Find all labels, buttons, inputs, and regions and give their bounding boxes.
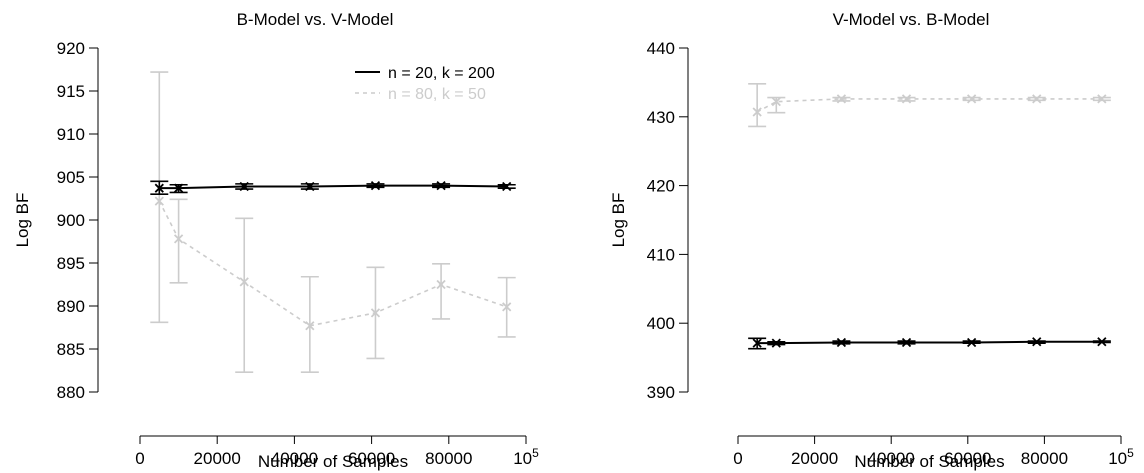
y-tick-label: 885: [57, 340, 85, 359]
data-point-marker: [836, 337, 847, 348]
y-tick-label: 910: [57, 125, 85, 144]
y-tick-label: 880: [57, 383, 85, 402]
x-tick-label: 20000: [194, 449, 241, 468]
data-point-marker: [966, 94, 977, 104]
data-point-marker: [1097, 337, 1107, 347]
y-tick-label: 890: [57, 297, 85, 316]
data-point-marker: [154, 196, 164, 206]
x-tick-label: 40000: [868, 449, 915, 468]
data-point-marker: [173, 183, 184, 193]
y-axis-title: Log BF: [13, 193, 32, 248]
x-tick-label: 60000: [944, 449, 991, 468]
data-point-marker: [239, 277, 249, 287]
y-axis-title: Log BF: [609, 193, 628, 248]
x-tick-label: 20000: [791, 449, 838, 468]
series-line: [158, 200, 507, 327]
data-point-marker: [239, 181, 249, 192]
data-point-marker: [436, 279, 446, 290]
x-tick-label: 0: [135, 449, 144, 468]
y-tick-label: 440: [647, 39, 675, 58]
data-point-marker: [502, 181, 512, 192]
data-point-marker: [1032, 94, 1042, 104]
x-tick-label: 105: [1108, 446, 1134, 468]
data-point-marker: [154, 183, 164, 193]
data-point-marker: [752, 338, 762, 348]
y-tick-label: 420: [647, 177, 675, 196]
legend-label: n = 80, k = 50: [388, 86, 486, 103]
data-point-marker: [370, 180, 381, 191]
y-tick-label: 920: [57, 39, 85, 58]
data-point-marker: [966, 337, 977, 348]
y-tick-label: 915: [57, 82, 85, 101]
y-tick-label: 410: [647, 245, 675, 264]
x-tick-label: 105: [513, 446, 539, 468]
data-point-marker: [836, 94, 847, 104]
data-point-marker: [901, 337, 912, 348]
data-point-marker: [370, 308, 381, 318]
chart-title: V-Model vs. B-Model: [833, 10, 990, 29]
x-tick-label: 80000: [425, 449, 472, 468]
y-tick-label: 905: [57, 168, 85, 187]
legend-label: n = 20, k = 200: [388, 65, 495, 82]
data-point-marker: [305, 321, 315, 331]
chart-title: B-Model vs. V-Model: [237, 10, 394, 29]
x-tick-label: 60000: [348, 449, 395, 468]
y-tick-label: 900: [57, 211, 85, 230]
data-point-marker: [752, 107, 762, 117]
x-axis-title: Number of Samples: [854, 452, 1004, 471]
series-line: [756, 98, 1102, 113]
x-tick-label: 40000: [271, 449, 318, 468]
data-point-marker: [173, 234, 184, 244]
series-line: [159, 184, 507, 190]
y-tick-label: 430: [647, 108, 675, 127]
y-tick-label: 390: [647, 383, 675, 402]
x-tick-label: 80000: [1021, 449, 1068, 468]
data-point-marker: [502, 302, 512, 312]
data-point-marker: [436, 180, 446, 191]
data-point-marker: [1097, 94, 1107, 104]
x-tick-label: 0: [733, 449, 742, 468]
y-tick-label: 895: [57, 254, 85, 273]
data-point-marker: [771, 97, 781, 107]
x-axis-title: Number of Samples: [258, 452, 408, 471]
y-tick-label: 400: [647, 314, 675, 333]
data-point-marker: [901, 94, 912, 104]
series-line: [757, 340, 1102, 345]
data-point-marker: [771, 338, 781, 348]
data-point-marker: [305, 181, 315, 192]
data-point-marker: [1032, 337, 1042, 347]
